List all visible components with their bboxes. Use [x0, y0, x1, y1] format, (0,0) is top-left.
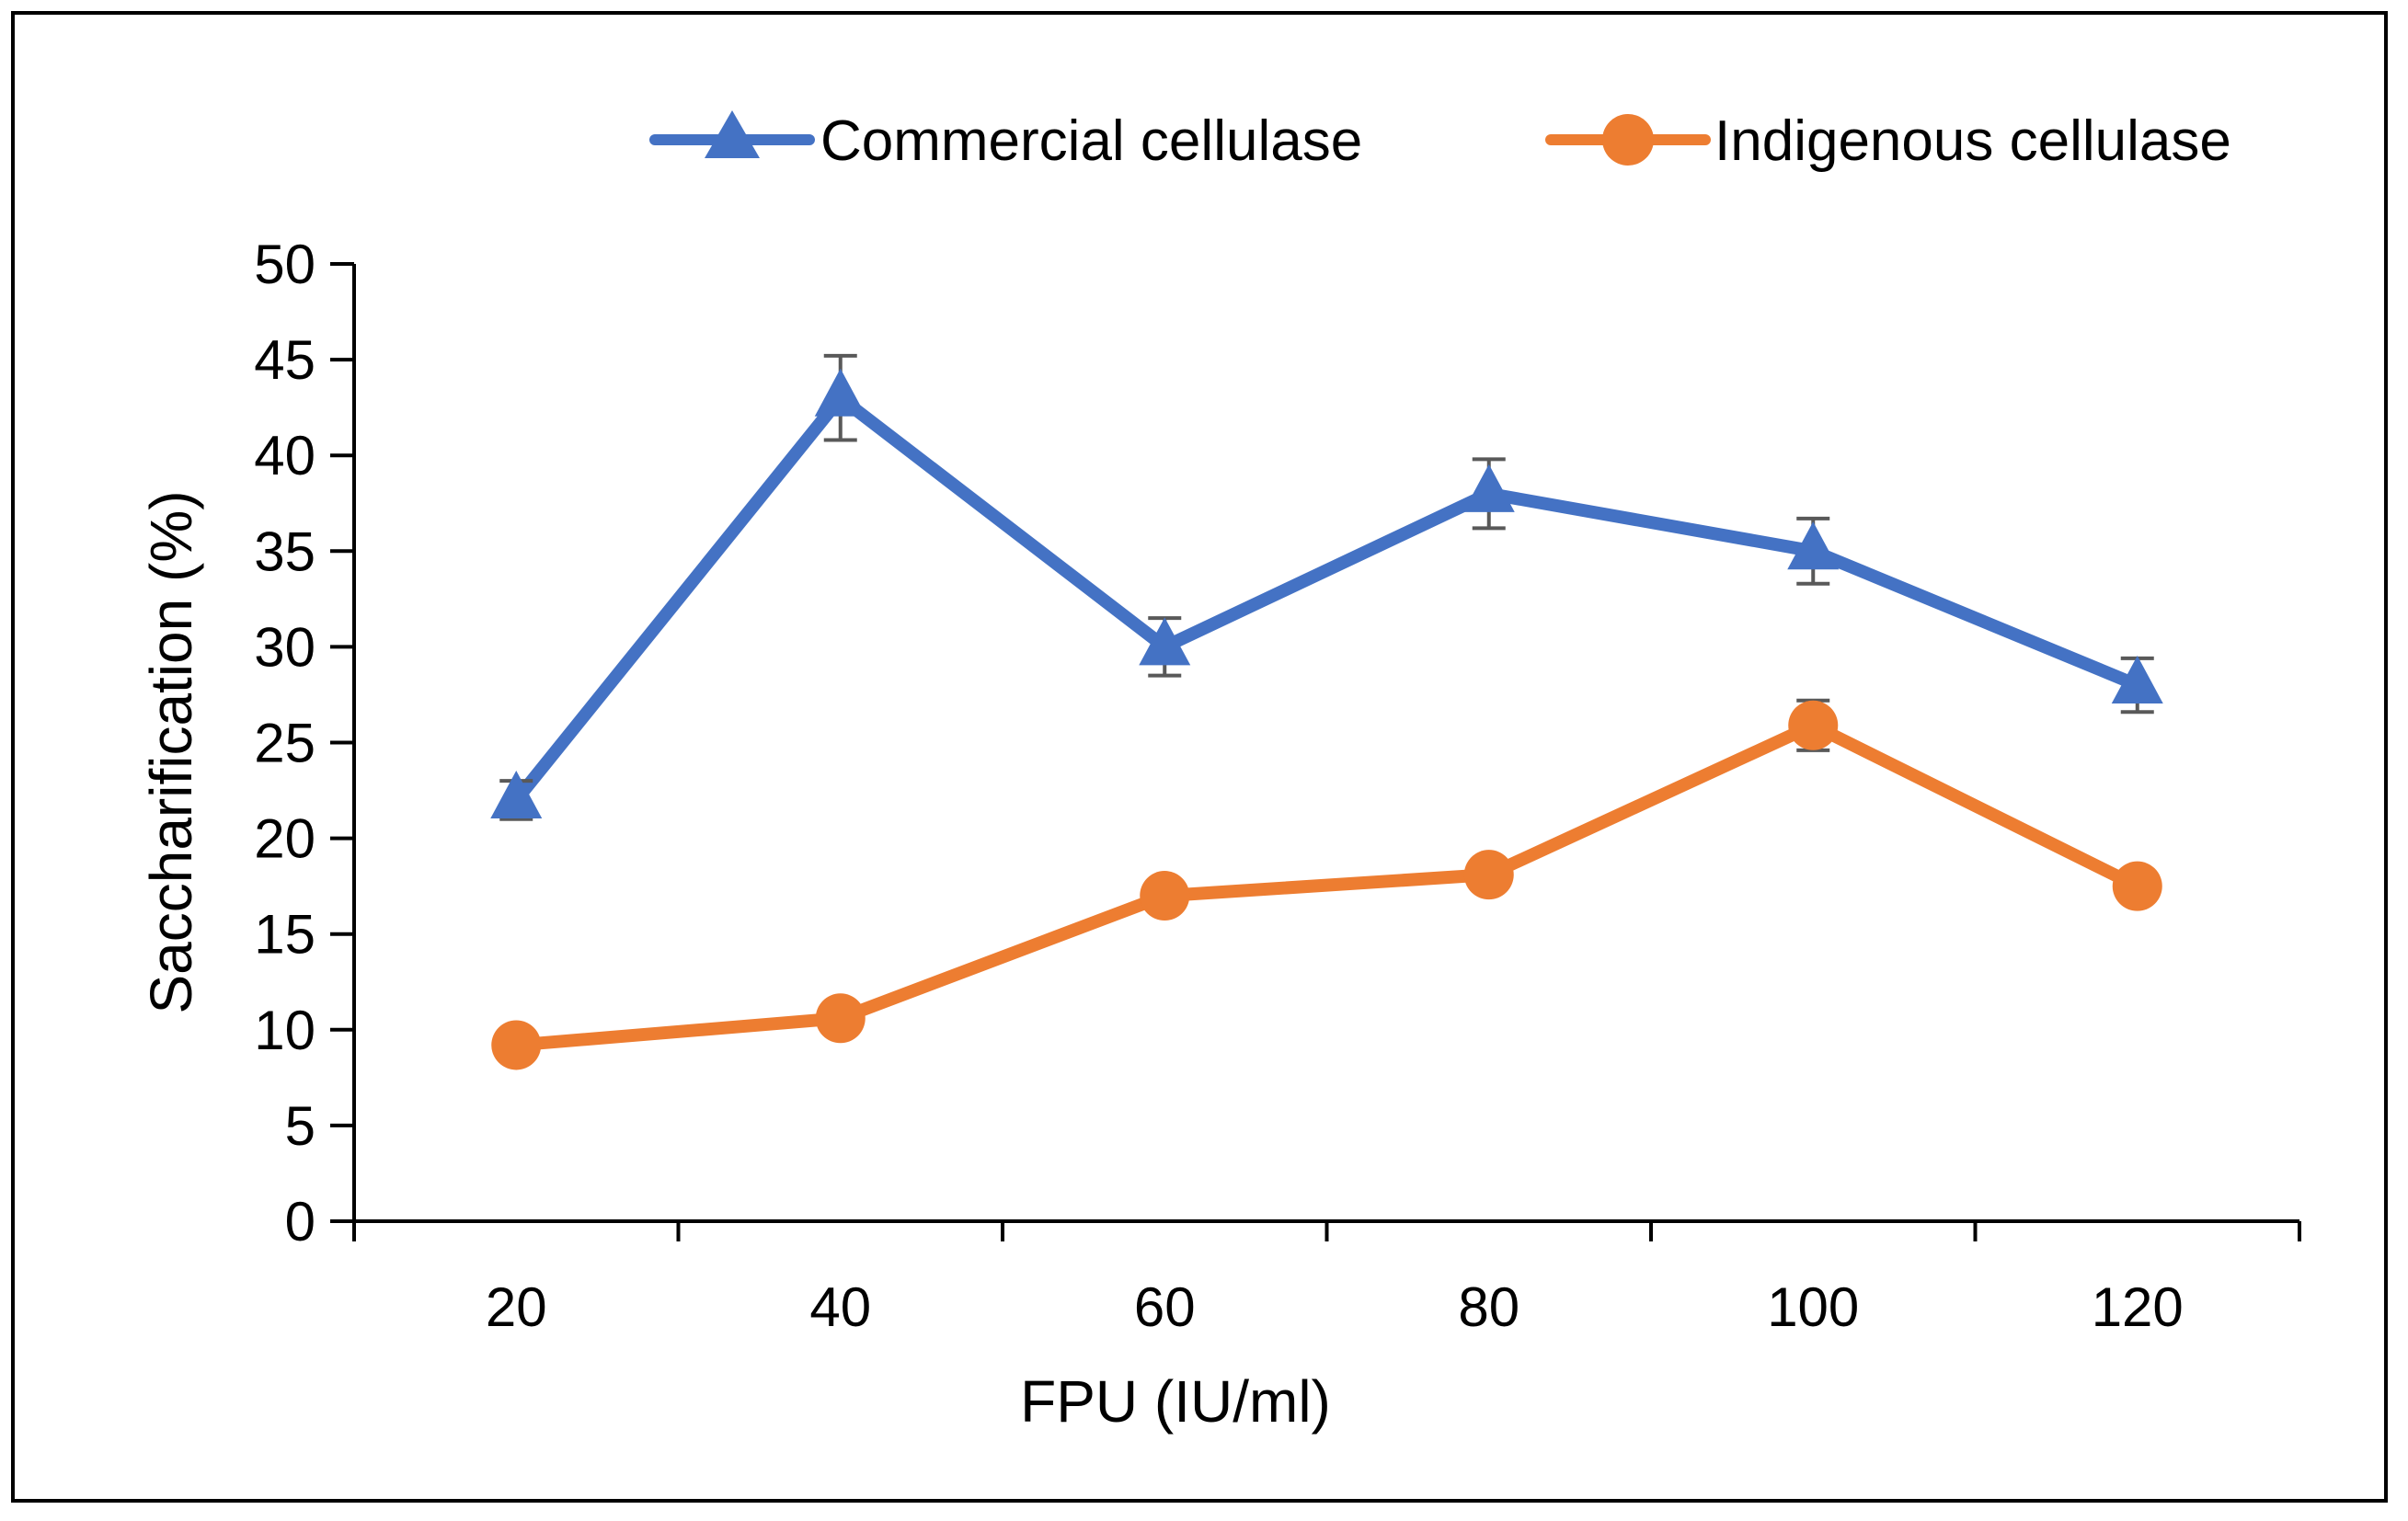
x-tick-label: 120	[2092, 1276, 2184, 1338]
y-tick-label: 10	[254, 1000, 315, 1061]
x-tick-label: 100	[1767, 1276, 1859, 1338]
y-tick-label: 25	[254, 713, 315, 774]
y-tick-label: 45	[254, 329, 315, 391]
series-indigenous	[491, 698, 2162, 1070]
legend-item-commercial: Commercial cellulase	[649, 109, 1362, 173]
data-point-circle	[1140, 871, 1190, 921]
data-point-circle	[491, 1020, 542, 1070]
axes: 0 5 10 15 20 25 30 35 40 45 50 20 40 60 80 100 120	[254, 234, 2301, 1338]
legend-marker-triangle	[705, 110, 760, 158]
legend-label-commercial: Commercial cellulase	[820, 109, 1362, 173]
legend-marker-circle	[1602, 114, 1654, 166]
data-point-circle	[1788, 700, 1839, 750]
series-line	[510, 391, 2144, 806]
data-point-triangle	[814, 368, 866, 417]
data-point-triangle	[1139, 617, 1191, 666]
x-tick-label: 20	[486, 1276, 547, 1338]
x-tick-label: 60	[1134, 1276, 1196, 1338]
x-axis-title: FPU (IU/ml)	[1020, 1368, 1331, 1435]
chart-frame	[11, 11, 2388, 1503]
y-tick-label: 40	[254, 425, 315, 486]
x-tick-label: 80	[1458, 1276, 1519, 1338]
legend-item-indigenous: Indigenous cellulase	[1545, 109, 2231, 173]
y-tick-label: 50	[254, 234, 315, 295]
series-line	[510, 718, 2144, 1052]
data-point-circle	[815, 993, 866, 1044]
y-tick-label: 30	[254, 616, 315, 678]
plot-area	[490, 353, 2163, 1070]
legend: Commercial cellulase Indigenous cellulas…	[649, 109, 2231, 173]
data-point-circle	[2112, 861, 2162, 911]
y-tick-label: 35	[254, 520, 315, 582]
y-tick-label: 15	[254, 904, 315, 966]
data-point-triangle	[1462, 463, 1515, 512]
data-point-circle	[1463, 850, 1514, 900]
data-point-triangle	[1787, 521, 1840, 570]
series-commercial	[490, 353, 2163, 821]
y-tick-label: 5	[285, 1095, 315, 1157]
legend-label-indigenous: Indigenous cellulase	[1714, 109, 2231, 173]
data-point-triangle	[490, 770, 543, 818]
y-axis-title: Saccharification (%)	[138, 490, 204, 1013]
data-point-triangle	[2111, 656, 2163, 704]
y-tick-label: 20	[254, 808, 315, 870]
y-tick-label: 0	[285, 1191, 315, 1252]
x-tick-label: 40	[809, 1276, 871, 1338]
